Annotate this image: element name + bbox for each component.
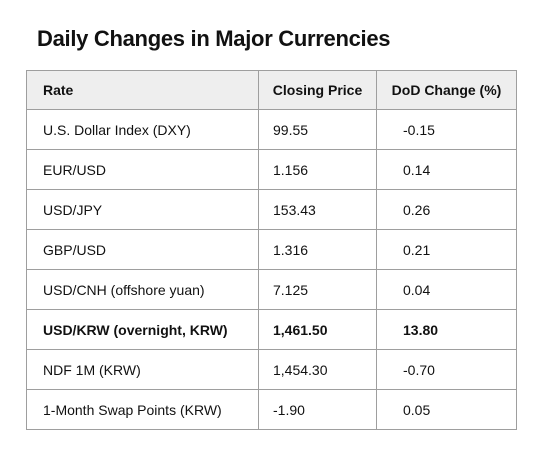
cell-rate: GBP/USD [26, 229, 259, 270]
column-header-rate: Rate [26, 70, 259, 110]
cell-dod-change: 13.80 [376, 309, 517, 350]
page-title: Daily Changes in Major Currencies [37, 26, 391, 51]
cell-dod-change: 0.05 [376, 389, 517, 430]
column-header-closing-price: Closing Price [258, 70, 377, 110]
cell-dod-change: 0.14 [376, 149, 517, 190]
table-row: GBP/USD 1.316 0.21 [26, 229, 517, 270]
table-row: USD/KRW (overnight, KRW) 1,461.50 13.80 [26, 309, 517, 350]
table-header-row: Rate Closing Price DoD Change (%) [26, 70, 517, 110]
cell-dod-change: 0.21 [376, 229, 517, 270]
column-header-dod-change: DoD Change (%) [376, 70, 517, 110]
cell-rate: USD/CNH (offshore yuan) [26, 269, 259, 310]
cell-rate: USD/KRW (overnight, KRW) [26, 309, 259, 350]
table-row: NDF 1M (KRW) 1,454.30 -0.70 [26, 349, 517, 390]
cell-closing-price: 1.156 [258, 149, 377, 190]
cell-closing-price: 1,454.30 [258, 349, 377, 390]
cell-closing-price: 1,461.50 [258, 309, 377, 350]
cell-dod-change: 0.04 [376, 269, 517, 310]
cell-rate: NDF 1M (KRW) [26, 349, 259, 390]
cell-rate: U.S. Dollar Index (DXY) [26, 109, 259, 150]
currency-table: Rate Closing Price DoD Change (%) U.S. D… [26, 70, 517, 430]
cell-dod-change: -0.70 [376, 349, 517, 390]
cell-closing-price: -1.90 [258, 389, 377, 430]
cell-dod-change: 0.26 [376, 189, 517, 230]
cell-closing-price: 153.43 [258, 189, 377, 230]
cell-rate: 1-Month Swap Points (KRW) [26, 389, 259, 430]
cell-closing-price: 1.316 [258, 229, 377, 270]
cell-rate: EUR/USD [26, 149, 259, 190]
table-row: 1-Month Swap Points (KRW) -1.90 0.05 [26, 389, 517, 430]
table-row: EUR/USD 1.156 0.14 [26, 149, 517, 190]
cell-closing-price: 7.125 [258, 269, 377, 310]
table-row: USD/JPY 153.43 0.26 [26, 189, 517, 230]
cell-closing-price: 99.55 [258, 109, 377, 150]
table-row: U.S. Dollar Index (DXY) 99.55 -0.15 [26, 109, 517, 150]
cell-rate: USD/JPY [26, 189, 259, 230]
table-body: U.S. Dollar Index (DXY) 99.55 -0.15 EUR/USD… [26, 109, 517, 430]
table-row: USD/CNH (offshore yuan) 7.125 0.04 [26, 269, 517, 310]
cell-dod-change: -0.15 [376, 109, 517, 150]
